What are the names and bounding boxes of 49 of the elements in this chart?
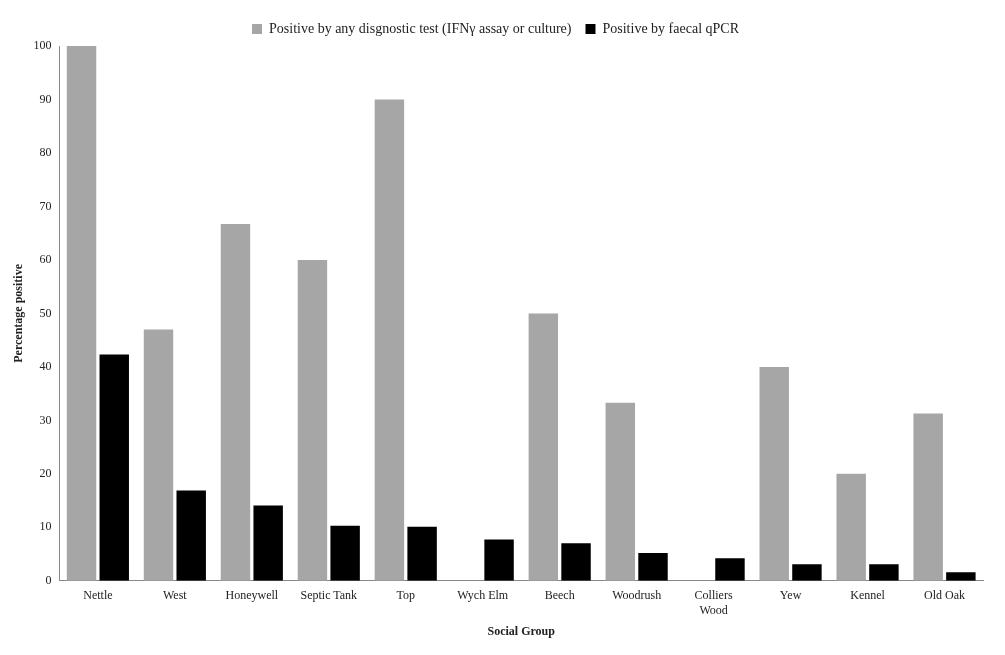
bar (946, 572, 976, 581)
y-tick-label: 50 (39, 305, 52, 320)
bar (528, 313, 559, 581)
y-tick-label: 100 (33, 38, 52, 53)
bar (220, 224, 251, 581)
bar (143, 329, 174, 581)
bar (836, 473, 866, 581)
x-tick-label: Nettle (83, 588, 113, 603)
x-tick-label: Yew (779, 588, 802, 603)
bar (605, 402, 636, 581)
bar (66, 46, 97, 581)
bar (715, 558, 745, 581)
y-tick-label: 90 (39, 91, 52, 106)
x-tick-label: Honeywell (225, 588, 279, 603)
x-tick-label: Top (396, 588, 415, 603)
y-tick-label: 40 (39, 359, 52, 374)
bar (913, 413, 943, 581)
legend-label: Positive by any disgnostic test (IFNγ assay or culture) (269, 20, 572, 37)
x-tick-label: Woodrush (612, 588, 662, 603)
x-tick-label: Kennel (850, 588, 886, 603)
x-tick-label: Beech (544, 588, 575, 603)
bar (561, 543, 591, 581)
y-tick-label: 70 (39, 198, 52, 213)
bar (759, 366, 789, 581)
y-axis-title: Percentage positive (11, 263, 26, 363)
bar (330, 525, 360, 581)
bar (176, 490, 206, 581)
bar (253, 505, 283, 581)
bar (869, 564, 899, 581)
x-tick-label: Old Oak (924, 588, 966, 603)
y-tick-label: 0 (45, 572, 52, 587)
bar (407, 526, 437, 581)
legend-label: Positive by faecal qPCR (602, 20, 740, 36)
bar (374, 99, 405, 581)
x-axis-title: Social Group (487, 623, 556, 638)
y-tick-label: 60 (39, 252, 52, 267)
bar (638, 552, 668, 581)
y-tick-label: 10 (39, 519, 52, 534)
x-tick-label: Septic Tank (300, 588, 358, 603)
y-tick-label: 30 (39, 412, 52, 427)
x-tick-label: Colliers Wood (694, 588, 733, 617)
bar (99, 354, 129, 581)
y-tick-label: 20 (39, 466, 52, 480)
x-tick-label: West (163, 588, 188, 603)
bar (484, 539, 514, 581)
bar (297, 259, 328, 581)
y-tick-label: 80 (39, 145, 52, 160)
x-tick-label: Wych Elm (457, 588, 509, 603)
bar (792, 564, 822, 581)
